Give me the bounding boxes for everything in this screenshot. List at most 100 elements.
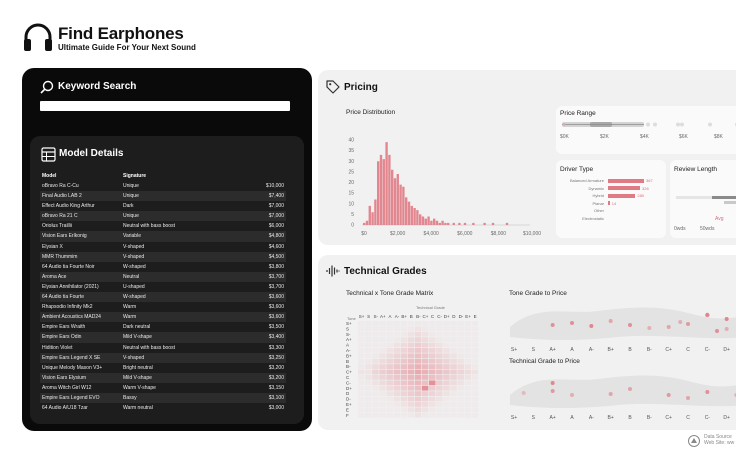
matrix-cell[interactable] [358, 385, 365, 391]
matrix-cell[interactable] [358, 321, 365, 326]
matrix-cell[interactable] [407, 385, 415, 391]
table-row[interactable]: Elysian X V-shaped $4,600 [40, 242, 286, 252]
matrix-cell[interactable] [414, 380, 422, 386]
matrix-cell[interactable] [407, 375, 415, 380]
matrix-cell[interactable] [372, 380, 379, 386]
histogram-bar[interactable] [491, 222, 495, 225]
matrix-cell[interactable] [457, 348, 464, 353]
matrix-cell[interactable] [471, 321, 479, 326]
matrix-cell[interactable] [365, 331, 372, 337]
price-point[interactable] [715, 329, 719, 333]
matrix-cell[interactable] [379, 364, 386, 369]
matrix-cell[interactable] [464, 342, 472, 348]
matrix-cell[interactable] [464, 385, 472, 391]
matrix-cell[interactable] [386, 375, 393, 380]
matrix-cell[interactable] [429, 331, 436, 337]
table-row[interactable]: Vision Ears Erlkonig Variable $4,800 [40, 231, 286, 242]
matrix-cell[interactable] [372, 353, 379, 359]
matrix-cell[interactable] [407, 402, 415, 407]
matrix-cell[interactable] [393, 407, 401, 413]
matrix-cell[interactable] [464, 412, 472, 418]
matrix-cell[interactable] [429, 342, 436, 348]
table-row[interactable]: Empire Ears Legend X SE V-shaped $3,250 [40, 352, 286, 363]
matrix-cell[interactable] [471, 396, 479, 402]
matrix-cell[interactable] [372, 412, 379, 418]
matrix-cell[interactable] [450, 375, 457, 380]
matrix-cell[interactable] [365, 391, 372, 396]
matrix-cell[interactable] [393, 348, 401, 353]
matrix-cell[interactable] [436, 385, 443, 391]
driver-type-bar[interactable] [608, 201, 610, 206]
matrix-cell[interactable] [386, 321, 393, 326]
matrix-cell[interactable] [464, 396, 472, 402]
matrix-cell[interactable] [450, 391, 457, 396]
table-row[interactable]: Final Audio LAB 2 Unique $7,400 [40, 191, 286, 202]
matrix-cell[interactable] [407, 358, 415, 364]
matrix-cell[interactable] [429, 407, 436, 413]
histogram-bar[interactable] [407, 201, 411, 225]
matrix-cell[interactable] [358, 412, 365, 418]
histogram-bar[interactable] [416, 210, 419, 225]
histogram-bar[interactable] [483, 222, 486, 225]
histogram-bar[interactable] [402, 186, 405, 225]
histogram-bar[interactable] [421, 216, 425, 226]
table-row[interactable]: Ambient Acoustics MAD24 Warm $3,600 [40, 312, 286, 323]
histogram-bar[interactable] [458, 222, 461, 225]
matrix-cell[interactable] [421, 380, 429, 386]
matrix-cell[interactable] [436, 396, 443, 402]
matrix-cell[interactable] [450, 385, 457, 391]
matrix-cell[interactable] [436, 326, 443, 332]
matrix-cell[interactable] [436, 407, 443, 413]
matrix-cell[interactable] [379, 321, 386, 326]
price-point[interactable] [608, 392, 613, 396]
matrix-cell[interactable] [379, 326, 386, 332]
matrix-cell[interactable] [358, 353, 365, 359]
histogram-bar[interactable] [419, 214, 422, 225]
matrix-cell[interactable] [407, 412, 415, 418]
matrix-cell[interactable] [464, 375, 472, 380]
matrix-cell[interactable] [400, 358, 408, 364]
table-row[interactable]: Elysian Annihilator (2021) U-shaped $3,700 [40, 282, 286, 292]
matrix-cell[interactable] [358, 380, 365, 386]
matrix-cell[interactable] [365, 353, 372, 359]
matrix-cell[interactable] [443, 391, 450, 396]
matrix-cell[interactable] [372, 326, 379, 332]
matrix-cell[interactable] [443, 337, 450, 342]
matrix-cell[interactable] [436, 321, 443, 326]
matrix-cell[interactable] [358, 369, 365, 375]
matrix-cell[interactable] [450, 369, 457, 375]
matrix-cell[interactable] [457, 337, 464, 342]
matrix-cell[interactable] [429, 375, 436, 380]
matrix-cell[interactable] [386, 353, 393, 359]
matrix-cell[interactable] [443, 375, 450, 380]
matrix-cell[interactable] [450, 342, 457, 348]
matrix-cell[interactable] [386, 337, 393, 342]
matrix-cell[interactable] [421, 402, 429, 407]
histogram-bar[interactable] [393, 178, 397, 225]
matrix-cell[interactable] [443, 407, 450, 413]
matrix-cell[interactable] [421, 358, 429, 364]
matrix-cell[interactable] [372, 337, 379, 342]
price-point[interactable] [647, 326, 652, 330]
matrix-cell[interactable] [421, 348, 429, 353]
matrix-cell[interactable] [414, 353, 422, 359]
matrix-cell[interactable] [450, 337, 457, 342]
matrix-cell[interactable] [386, 331, 393, 337]
table-row[interactable]: Empire Ears Legend EVO Bassy $3,100 [40, 392, 286, 404]
matrix-cell[interactable] [450, 412, 457, 418]
matrix-cell[interactable] [436, 342, 443, 348]
matrix-cell[interactable] [379, 396, 386, 402]
matrix-cell[interactable] [400, 402, 408, 407]
matrix-cell[interactable] [450, 348, 457, 353]
matrix-cell[interactable] [400, 391, 408, 396]
matrix-cell[interactable] [407, 391, 415, 396]
matrix-cell[interactable] [414, 337, 422, 342]
matrix-cell[interactable] [358, 342, 365, 348]
price-point[interactable] [666, 325, 671, 329]
matrix-cell[interactable] [400, 348, 408, 353]
table-row[interactable]: Hidition Violet Neutral with bass boost $3… [40, 343, 286, 353]
matrix-cell[interactable] [457, 364, 464, 369]
table-row[interactable]: Oriolus Traillii Neutral with bass boost $… [40, 221, 286, 231]
matrix-cell[interactable] [457, 380, 464, 386]
table-row[interactable]: oBravo Ra C-Cu Unique $10,000 [40, 181, 286, 191]
